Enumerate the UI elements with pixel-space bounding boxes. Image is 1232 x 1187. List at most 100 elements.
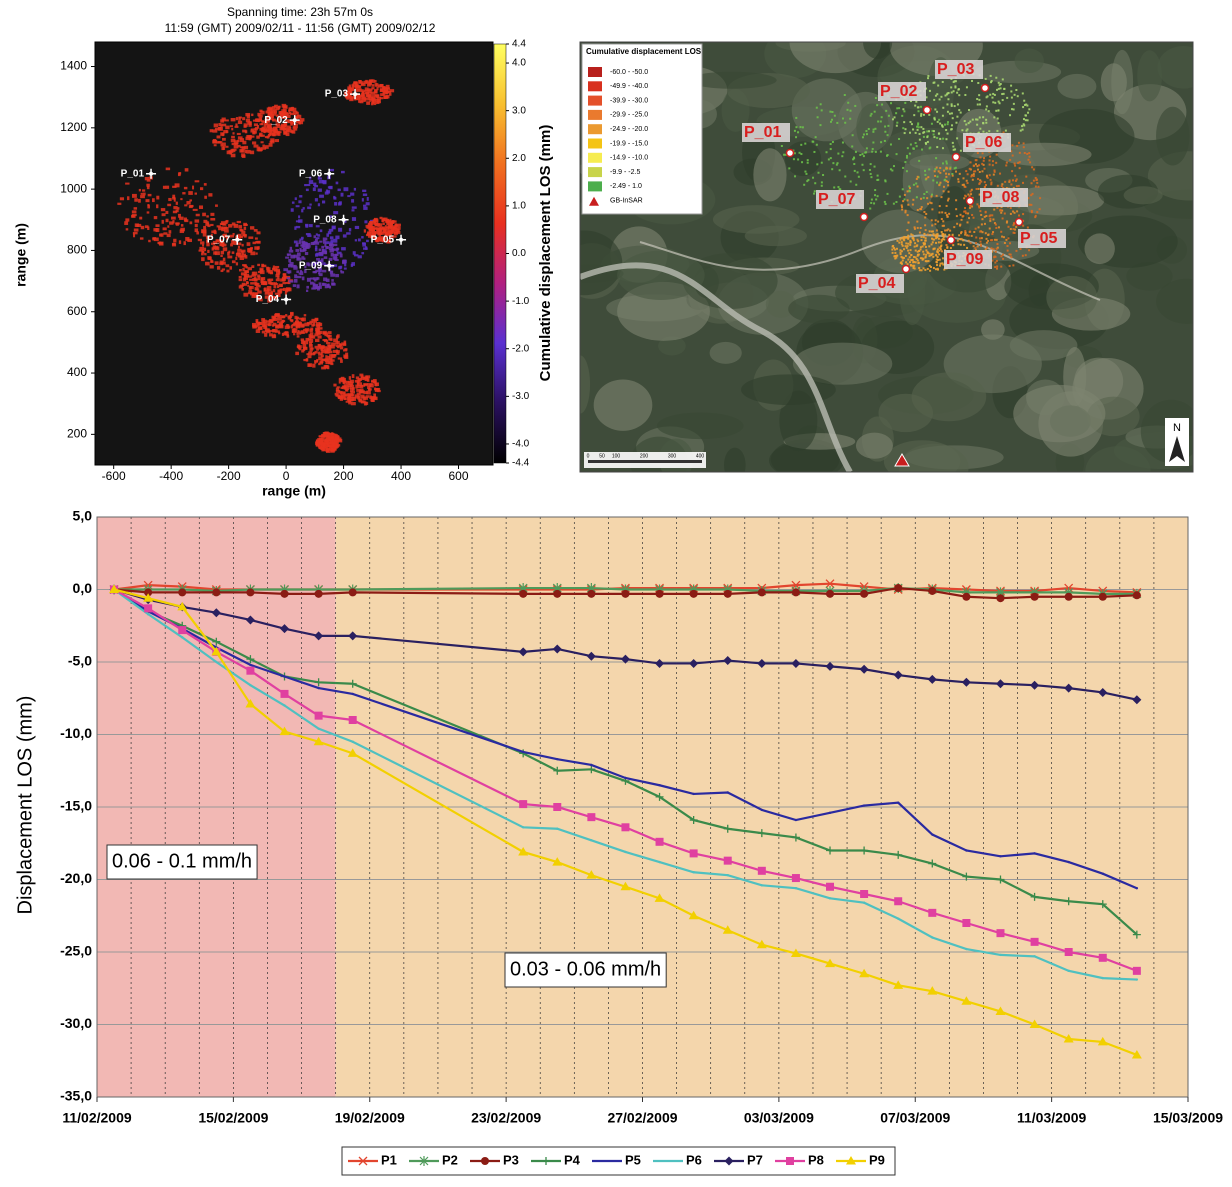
speckle	[252, 136, 255, 138]
point-label: P_02	[264, 115, 288, 126]
ps-point	[958, 88, 960, 90]
ps-point	[881, 104, 883, 106]
speckle	[295, 197, 297, 200]
ps-point	[968, 217, 970, 219]
ps-point	[1003, 88, 1005, 90]
speckle	[218, 123, 221, 126]
point	[999, 855, 1001, 857]
ps-point	[967, 173, 969, 175]
ps-point	[1033, 168, 1035, 170]
x-tick-label: 15/03/2009	[1153, 1110, 1223, 1126]
ps-point	[788, 167, 790, 169]
point	[999, 954, 1001, 956]
speckle	[256, 321, 258, 324]
ps-point	[896, 248, 898, 250]
ps-point	[1006, 220, 1008, 222]
x-tick-label: 27/02/2009	[607, 1110, 677, 1126]
speckle	[306, 189, 309, 191]
ps-point	[996, 260, 998, 262]
speckle	[316, 325, 320, 328]
ps-point	[986, 105, 988, 107]
ps-point	[983, 160, 985, 162]
speckle	[254, 246, 258, 250]
ps-point	[877, 121, 879, 123]
speckle	[236, 117, 238, 120]
ps-point	[948, 191, 950, 193]
ps-point	[921, 269, 923, 271]
ps-point	[982, 122, 984, 124]
speckle	[322, 249, 325, 252]
speckle	[380, 88, 383, 91]
ps-point	[925, 260, 927, 262]
ps-point	[943, 186, 945, 188]
point	[897, 917, 899, 919]
ps-point	[992, 218, 994, 220]
ps-point	[917, 254, 919, 256]
colorbar-tick-label: 3.0	[512, 105, 526, 116]
ps-point	[884, 126, 886, 128]
speckle	[273, 268, 277, 271]
speckle	[217, 266, 220, 270]
ps-point	[903, 248, 905, 250]
speckle	[358, 97, 361, 100]
ps-point	[970, 193, 972, 195]
ps-point	[1036, 182, 1038, 184]
ps-point	[899, 239, 901, 241]
ps-point	[931, 208, 933, 210]
ps-point	[899, 196, 901, 198]
legend-label: P5	[625, 1152, 641, 1167]
ps-point	[910, 265, 912, 267]
ps-point	[985, 119, 987, 121]
point-label: P_08	[313, 214, 337, 225]
ps-point	[938, 253, 940, 255]
ps-point	[1022, 129, 1024, 131]
speckle	[363, 207, 367, 210]
speckle	[354, 188, 356, 191]
ps-point	[990, 179, 992, 181]
speckle	[374, 102, 377, 105]
y-tick-label: -35,0	[60, 1088, 92, 1104]
ps-point	[923, 243, 925, 245]
marker	[826, 590, 834, 598]
ps-point	[940, 196, 942, 198]
ps-point	[912, 199, 914, 201]
speckle	[185, 168, 189, 171]
ps-point	[803, 184, 805, 186]
ps-point	[971, 214, 973, 216]
legend-label: P3	[503, 1152, 519, 1167]
ps-point	[909, 261, 911, 263]
ps-point	[931, 194, 933, 196]
speckle	[351, 262, 355, 266]
ps-point	[923, 114, 925, 116]
speckle	[336, 350, 338, 354]
speckle	[286, 126, 291, 129]
ps-point	[909, 187, 911, 189]
ps-point	[816, 107, 818, 109]
ps-point	[895, 201, 897, 203]
ps-point	[927, 141, 929, 143]
map-point	[903, 266, 910, 273]
ps-point	[923, 236, 925, 238]
ps-point	[962, 239, 964, 241]
speckle	[296, 112, 299, 115]
ps-point	[996, 243, 998, 245]
point	[1067, 970, 1069, 972]
ps-point	[960, 112, 962, 114]
ps-point	[826, 151, 828, 153]
ps-point	[1023, 100, 1025, 102]
ps-point	[947, 133, 949, 135]
ps-point	[915, 250, 917, 252]
ps-point	[1010, 256, 1012, 258]
ps-point	[1029, 161, 1031, 163]
ps-point	[874, 111, 876, 113]
speckle	[258, 114, 262, 117]
speckle	[361, 81, 363, 85]
ps-point	[903, 236, 905, 238]
ps-point	[960, 244, 962, 246]
speckle	[215, 261, 219, 265]
speckle	[285, 291, 287, 295]
ps-point	[942, 107, 944, 109]
ps-point	[947, 184, 949, 186]
speckle	[341, 342, 346, 345]
ps-point	[983, 157, 985, 159]
